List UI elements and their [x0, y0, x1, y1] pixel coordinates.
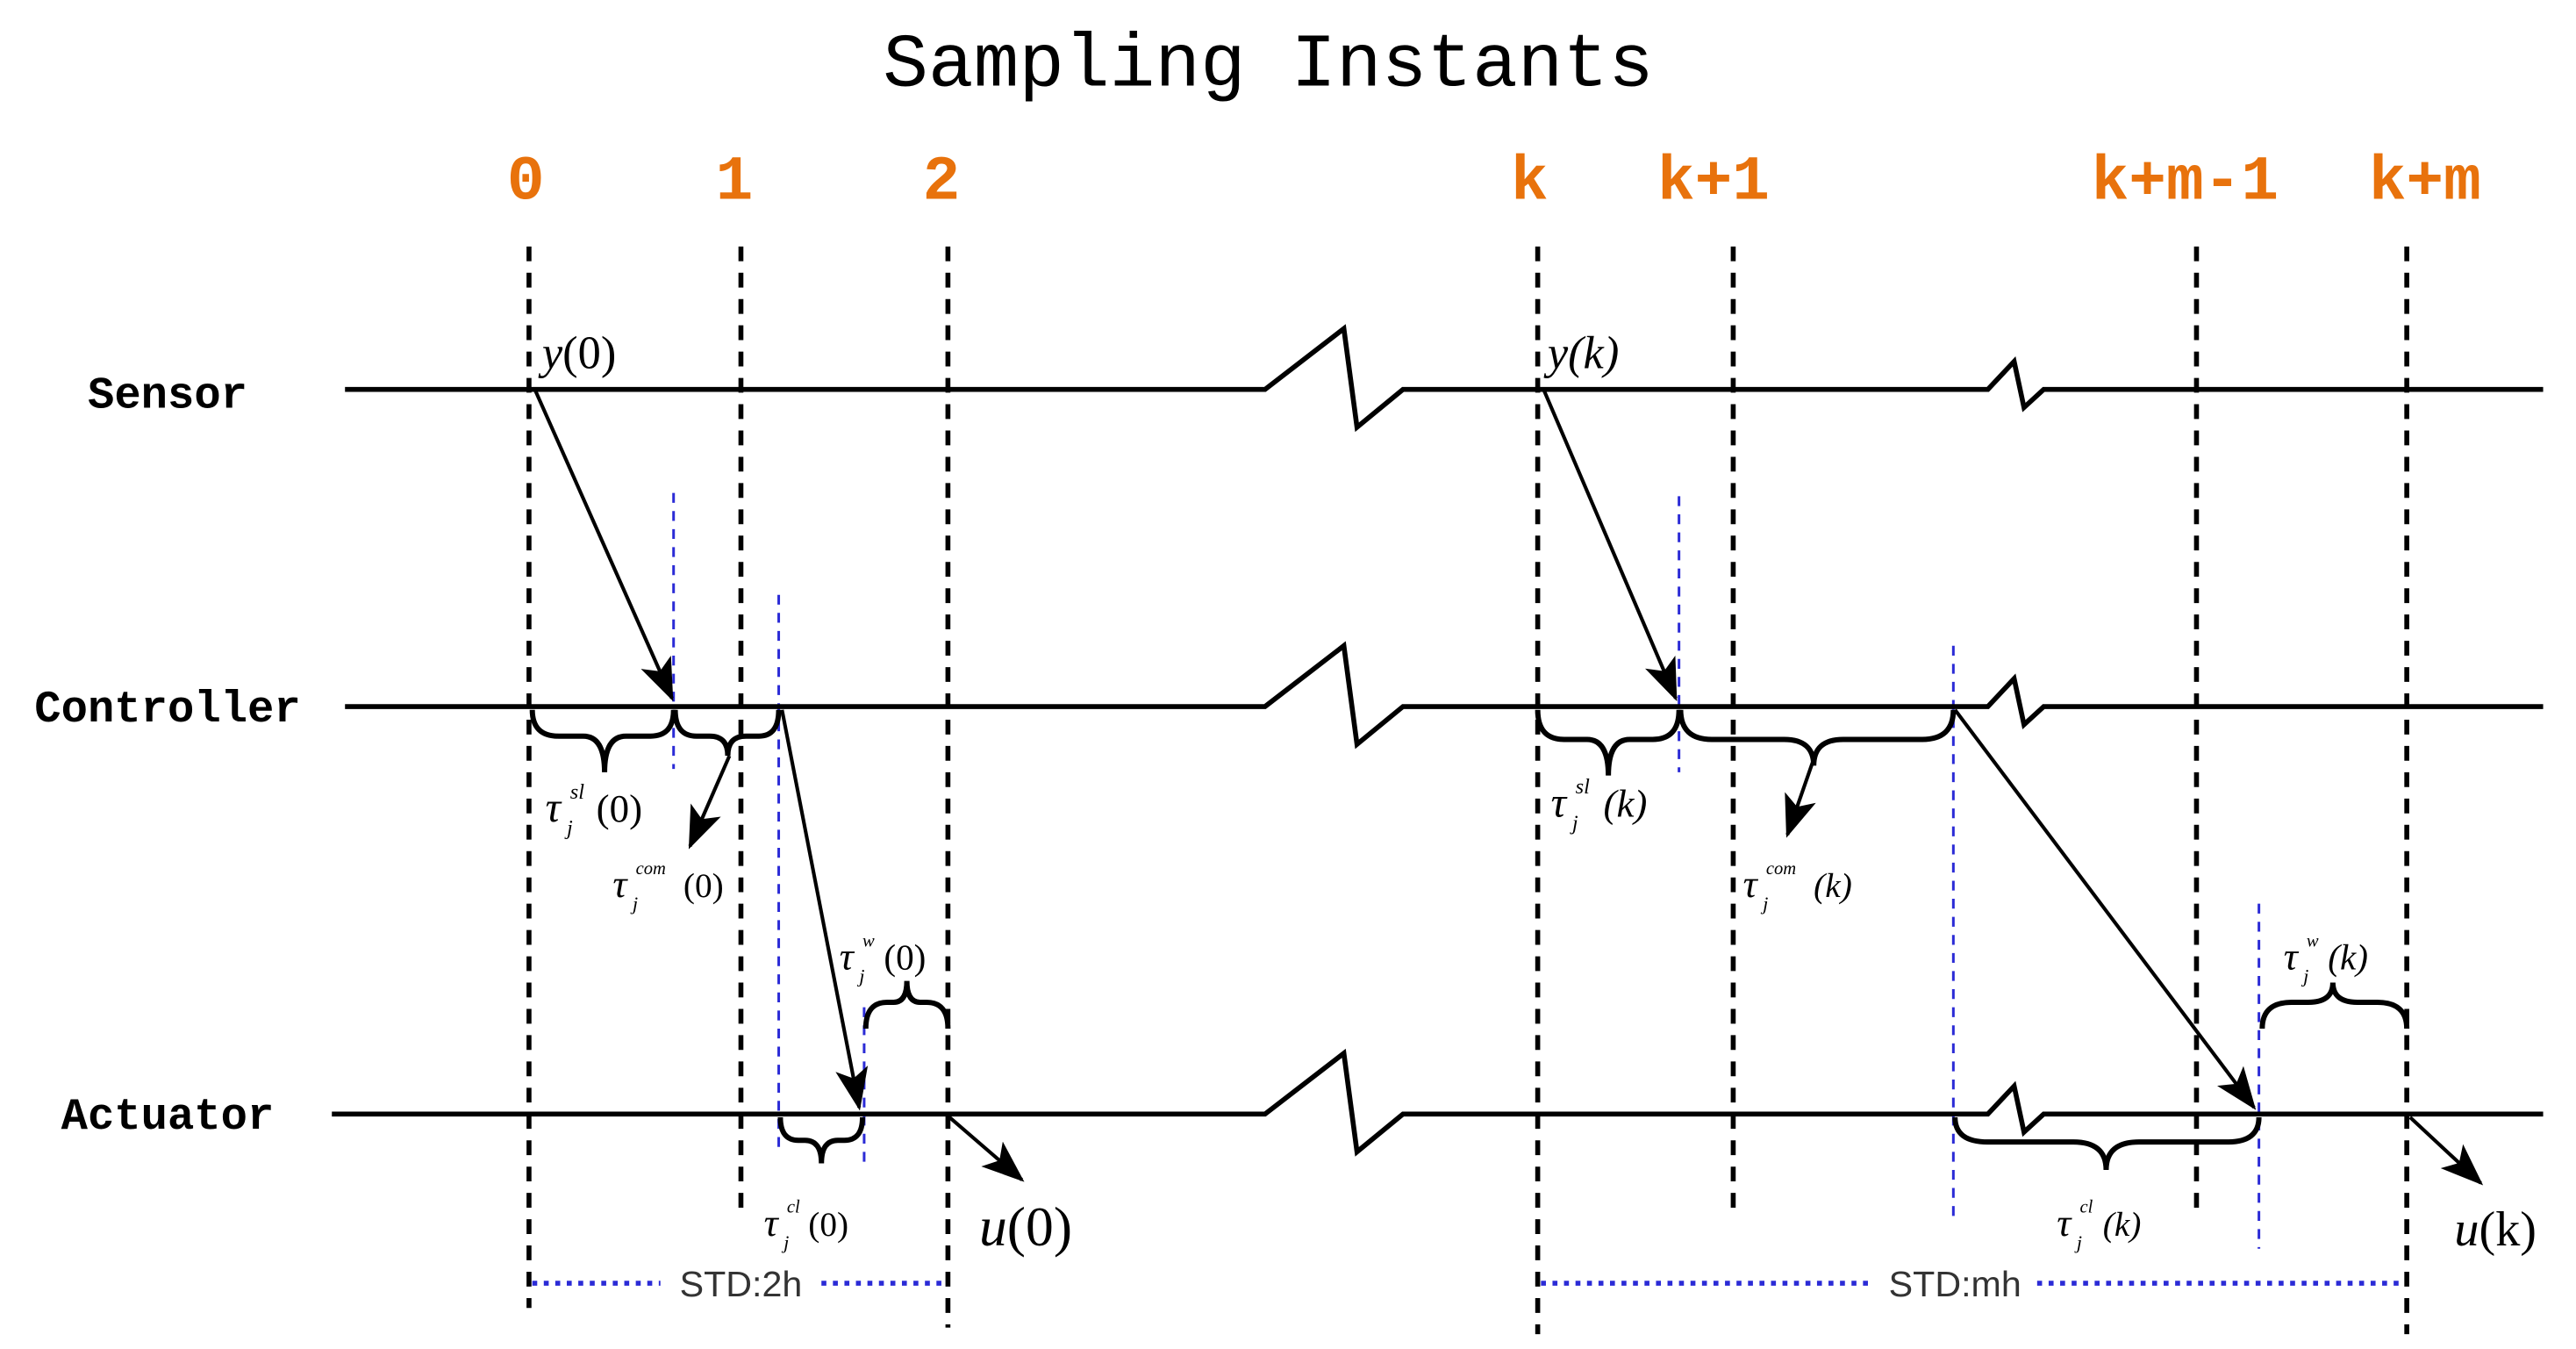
arrow-controller-to-actuator-0 [780, 709, 869, 1111]
instant-label-1: 1 [716, 148, 754, 219]
signal-arrows [533, 390, 2484, 1186]
brace-com-k [1678, 709, 1957, 766]
actuator-timeline [332, 1048, 2544, 1157]
span-label-std-mh: STD:mh [1889, 1264, 2021, 1304]
instant-label-k-plus-1: k+1 [1657, 148, 1770, 219]
signal-label-u0: u(0) [979, 1195, 1072, 1258]
svg-text:(0): (0) [808, 1205, 848, 1244]
svg-text:(0): (0) [884, 937, 926, 979]
instant-label-k: k [1511, 148, 1549, 219]
span-label-std-2h: STD:2h [680, 1264, 803, 1304]
delay-braces [529, 709, 2410, 1171]
delay-label-w0: τ w j (0) [840, 931, 927, 987]
row-label-controller: Controller [34, 685, 300, 735]
svg-text:(0): (0) [683, 866, 724, 905]
delay-label-com0: τ com j (0) [612, 859, 723, 915]
arrow-actuator-output-0 [948, 1116, 1025, 1182]
brace-w-k [2259, 982, 2410, 1030]
svg-text:j: j [2301, 965, 2308, 987]
delay-label-wk: τ w j (k) [2284, 931, 2368, 987]
svg-text:τ: τ [546, 784, 562, 831]
arrow-actuator-output-k [2408, 1116, 2484, 1186]
svg-text:j: j [1570, 811, 1578, 835]
svg-text:w: w [2307, 931, 2319, 951]
svg-text:(k): (k) [1604, 781, 1648, 825]
brace-cl-k [1952, 1116, 2262, 1171]
controller-timeline [345, 641, 2544, 750]
diagram-title: Sampling Instants [883, 22, 1654, 108]
svg-text:τ: τ [1551, 779, 1568, 826]
sampling-instant-markers [526, 246, 2409, 1335]
arrow-controller-to-actuator-k [1953, 708, 2257, 1110]
brace-w-0 [862, 980, 951, 1030]
svg-text:j: j [781, 1231, 789, 1253]
instant-label-0: 0 [507, 148, 545, 219]
delay-label-slk: τ sl j (k) [1551, 775, 1648, 835]
svg-text:com: com [1766, 859, 1796, 879]
svg-text:(0): (0) [597, 786, 642, 830]
svg-text:j: j [564, 816, 573, 840]
delay-label-cl0: τ cl j (0) [764, 1198, 848, 1253]
sampling-instant-labels: 0 1 2 k k+1 k+m-1 k+m [507, 148, 2481, 219]
brace-com-0 [672, 709, 782, 757]
signal-label-yk: y(k) [1543, 327, 1619, 378]
sensor-timeline [345, 324, 2544, 433]
delay-label-comk: τ com j (k) [1743, 859, 1852, 915]
span-std-2h: STD:2h [532, 1264, 948, 1304]
delay-label-clk: τ cl j (k) [2057, 1198, 2141, 1253]
svg-text:j: j [856, 965, 864, 987]
svg-text:j: j [630, 893, 638, 915]
svg-text:cl: cl [2080, 1198, 2093, 1217]
instant-label-k-plus-m: k+m [2369, 148, 2481, 219]
svg-text:sl: sl [1576, 775, 1590, 799]
svg-text:τ: τ [840, 935, 855, 979]
svg-text:com: com [636, 859, 666, 879]
pointer-com-0 [688, 755, 732, 850]
svg-text:(k): (k) [2328, 937, 2368, 979]
svg-text:sl: sl [570, 780, 584, 804]
svg-text:τ: τ [612, 862, 628, 906]
event-markers [672, 492, 2261, 1249]
svg-text:τ: τ [2284, 935, 2300, 979]
arrow-sensor-to-controller-k [1542, 390, 1678, 702]
timelines [332, 324, 2544, 1157]
row-label-actuator: Actuator [61, 1093, 275, 1143]
svg-text:(k): (k) [1814, 866, 1852, 905]
brace-sl-0 [529, 709, 676, 772]
row-label-sensor: Sensor [88, 371, 247, 421]
pointer-com-k [1785, 758, 1816, 838]
svg-text:τ: τ [1743, 862, 1759, 906]
instant-label-2: 2 [923, 148, 961, 219]
instant-label-k-plus-m-minus-1: k+m-1 [2092, 148, 2279, 219]
signal-label-uk: u(k) [2454, 1202, 2537, 1257]
svg-text:τ: τ [764, 1201, 780, 1245]
svg-text:j: j [2074, 1231, 2082, 1253]
svg-text:(k): (k) [2103, 1205, 2142, 1244]
svg-text:j: j [1760, 893, 1768, 915]
svg-text:τ: τ [2057, 1201, 2072, 1245]
span-std-mh: STD:mh [1541, 1264, 2404, 1304]
svg-text:cl: cl [787, 1198, 800, 1217]
brace-cl-0 [777, 1116, 866, 1164]
signal-label-y0: y(0) [538, 327, 616, 378]
brace-sl-k [1535, 709, 1682, 776]
arrow-sensor-to-controller-0 [533, 390, 674, 702]
svg-text:w: w [862, 931, 875, 951]
delay-label-sl0: τ sl j (0) [546, 780, 642, 840]
